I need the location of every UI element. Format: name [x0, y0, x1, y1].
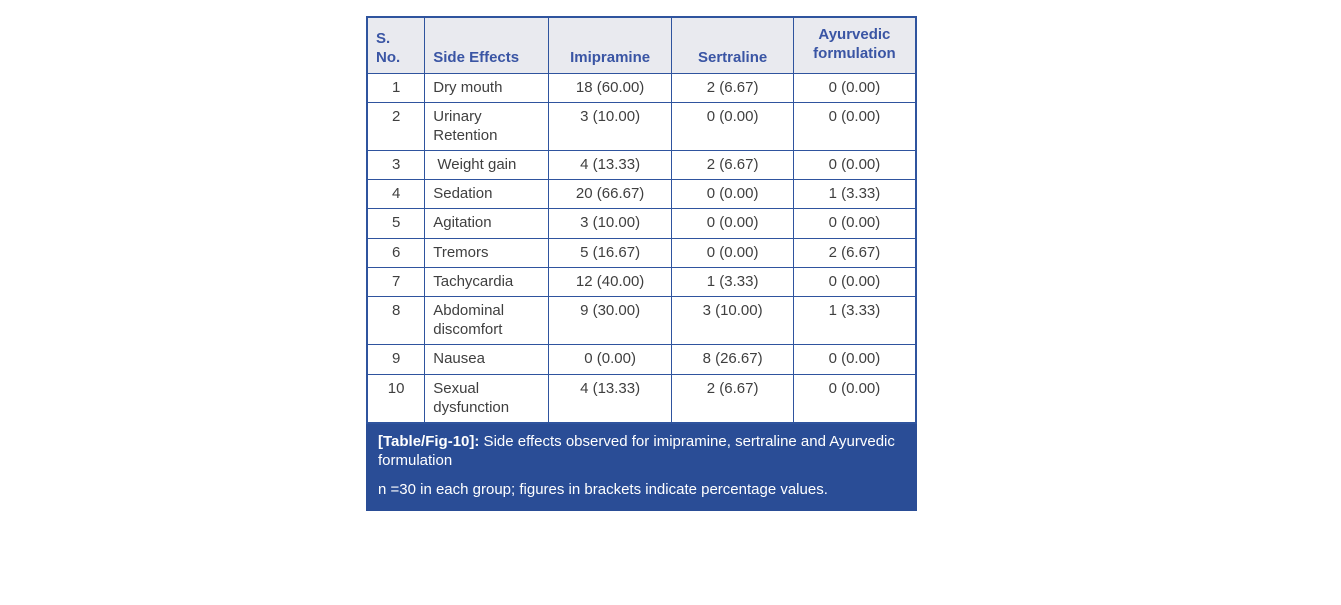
- cell-ayurvedic: 0 (0.00): [792, 344, 917, 375]
- cell-imipramine: 12 (40.00): [547, 266, 673, 298]
- table-header: S. No. Side Effects Imipramine Sertralin…: [366, 16, 917, 74]
- cell-sertraline: 3 (10.00): [671, 295, 794, 346]
- column-header-side-effects: Side Effects: [424, 16, 549, 74]
- cell-side-effect: Sexual dysfunction: [424, 373, 549, 424]
- caption-text: Side effects observed for imipramine, se…: [378, 432, 895, 470]
- table-row: 8 Abdominal discomfort 9 (30.00) 3 (10.0…: [366, 295, 917, 346]
- cell-imipramine: 4 (13.33): [547, 150, 673, 181]
- caption-title: [Table/Fig-10]: Side effects observed fo…: [378, 432, 905, 471]
- table-row: 9 Nausea 0 (0.00) 8 (26.67) 0 (0.00): [366, 344, 917, 375]
- cell-sno: 1: [366, 72, 426, 103]
- table-row: 10 Sexual dysfunction 4 (13.33) 2 (6.67)…: [366, 373, 917, 424]
- cell-sno: 9: [366, 344, 426, 375]
- caption-tag: [Table/Fig-10]:: [378, 432, 480, 450]
- table-row: 4 Sedation 20 (66.67) 0 (0.00) 1 (3.33): [366, 179, 917, 210]
- cell-imipramine: 4 (13.33): [547, 373, 673, 424]
- cell-side-effect: Abdominal discomfort: [424, 295, 549, 346]
- cell-imipramine: 3 (10.00): [547, 208, 673, 239]
- table-row: 7 Tachycardia 12 (40.00) 1 (3.33) 0 (0.0…: [366, 266, 917, 298]
- figure-caption: [Table/Fig-10]: Side effects observed fo…: [366, 423, 917, 512]
- cell-sno: 10: [366, 373, 426, 424]
- cell-imipramine: 3 (10.00): [547, 101, 673, 152]
- column-header-sno-label: S. No.: [376, 30, 401, 66]
- cell-sno: 5: [366, 208, 426, 239]
- cell-sno: 4: [366, 179, 426, 210]
- cell-ayurvedic: 0 (0.00): [792, 72, 917, 103]
- header-row: S. No. Side Effects Imipramine Sertralin…: [366, 16, 917, 74]
- table-row: 2 Urinary Retention 3 (10.00) 0 (0.00) 0…: [366, 101, 917, 152]
- cell-sno: 3: [366, 150, 426, 181]
- cell-sertraline: 0 (0.00): [671, 101, 794, 152]
- cell-ayurvedic: 0 (0.00): [792, 208, 917, 239]
- side-effects-table: S. No. Side Effects Imipramine Sertralin…: [366, 16, 917, 424]
- cell-sno: 2: [366, 101, 426, 152]
- cell-sertraline: 2 (6.67): [671, 373, 794, 424]
- cell-sno: 6: [366, 237, 426, 268]
- column-header-sertraline: Sertraline: [671, 16, 794, 74]
- cell-side-effect: Weight gain: [424, 150, 549, 181]
- table-body: 1 Dry mouth 18 (60.00) 2 (6.67) 0 (0.00)…: [366, 72, 917, 424]
- cell-side-effect: Sedation: [424, 179, 549, 210]
- cell-imipramine: 5 (16.67): [547, 237, 673, 268]
- cell-sertraline: 2 (6.67): [671, 72, 794, 103]
- cell-side-effect: Agitation: [424, 208, 549, 239]
- table-row: 6 Tremors 5 (16.67) 0 (0.00) 2 (6.67): [366, 237, 917, 268]
- cell-sertraline: 0 (0.00): [671, 208, 794, 239]
- cell-ayurvedic: 1 (3.33): [792, 179, 917, 210]
- table-row: 3 Weight gain 4 (13.33) 2 (6.67) 0 (0.00…: [366, 150, 917, 181]
- table-row: 5 Agitation 3 (10.00) 0 (0.00) 0 (0.00): [366, 208, 917, 239]
- cell-sertraline: 1 (3.33): [671, 266, 794, 298]
- column-header-sno: S. No.: [366, 16, 426, 74]
- cell-ayurvedic: 2 (6.67): [792, 237, 917, 268]
- cell-sertraline: 2 (6.67): [671, 150, 794, 181]
- cell-sertraline: 8 (26.67): [671, 344, 794, 375]
- cell-side-effect: Tachycardia: [424, 266, 549, 298]
- column-header-ayurvedic: Ayurvedic formulation: [792, 16, 917, 74]
- cell-ayurvedic: 1 (3.33): [792, 295, 917, 346]
- cell-imipramine: 9 (30.00): [547, 295, 673, 346]
- cell-sno: 8: [366, 295, 426, 346]
- table-figure: S. No. Side Effects Imipramine Sertralin…: [366, 16, 917, 512]
- cell-ayurvedic: 0 (0.00): [792, 373, 917, 424]
- cell-side-effect: Nausea: [424, 344, 549, 375]
- cell-side-effect: Dry mouth: [424, 72, 549, 103]
- cell-imipramine: 18 (60.00): [547, 72, 673, 103]
- cell-ayurvedic: 0 (0.00): [792, 101, 917, 152]
- cell-imipramine: 20 (66.67): [547, 179, 673, 210]
- cell-sertraline: 0 (0.00): [671, 237, 794, 268]
- cell-sno: 7: [366, 266, 426, 298]
- table-row: 1 Dry mouth 18 (60.00) 2 (6.67) 0 (0.00): [366, 72, 917, 103]
- cell-imipramine: 0 (0.00): [547, 344, 673, 375]
- cell-ayurvedic: 0 (0.00): [792, 266, 917, 298]
- cell-side-effect: Urinary Retention: [424, 101, 549, 152]
- cell-ayurvedic: 0 (0.00): [792, 150, 917, 181]
- cell-sertraline: 0 (0.00): [671, 179, 794, 210]
- column-header-imipramine: Imipramine: [547, 16, 673, 74]
- cell-side-effect: Tremors: [424, 237, 549, 268]
- caption-note: n =30 in each group; figures in brackets…: [378, 480, 828, 498]
